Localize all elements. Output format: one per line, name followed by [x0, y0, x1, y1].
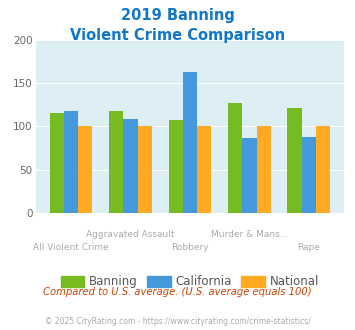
Text: Robbery: Robbery — [171, 244, 209, 252]
Text: © 2025 CityRating.com - https://www.cityrating.com/crime-statistics/: © 2025 CityRating.com - https://www.city… — [45, 317, 310, 326]
Bar — [257, 126, 271, 213]
Legend: Banning, California, National: Banning, California, National — [56, 271, 324, 293]
Bar — [197, 126, 211, 213]
Bar — [302, 138, 316, 213]
Bar — [78, 126, 92, 213]
Text: Violent Crime Comparison: Violent Crime Comparison — [70, 28, 285, 43]
Bar — [109, 112, 123, 213]
Bar — [169, 120, 183, 213]
Bar — [183, 72, 197, 213]
Text: Compared to U.S. average. (U.S. average equals 100): Compared to U.S. average. (U.S. average … — [43, 287, 312, 297]
Bar — [242, 138, 257, 213]
Bar — [228, 103, 242, 213]
Bar — [50, 113, 64, 213]
Text: All Violent Crime: All Violent Crime — [33, 244, 109, 252]
Text: Rape: Rape — [297, 244, 320, 252]
Bar — [316, 126, 330, 213]
Bar — [123, 119, 138, 213]
Bar — [64, 111, 78, 213]
Text: 2019 Banning: 2019 Banning — [121, 8, 234, 23]
Bar — [138, 126, 152, 213]
Bar — [288, 108, 302, 213]
Text: Murder & Mans...: Murder & Mans... — [211, 230, 288, 239]
Text: Aggravated Assault: Aggravated Assault — [86, 230, 175, 239]
